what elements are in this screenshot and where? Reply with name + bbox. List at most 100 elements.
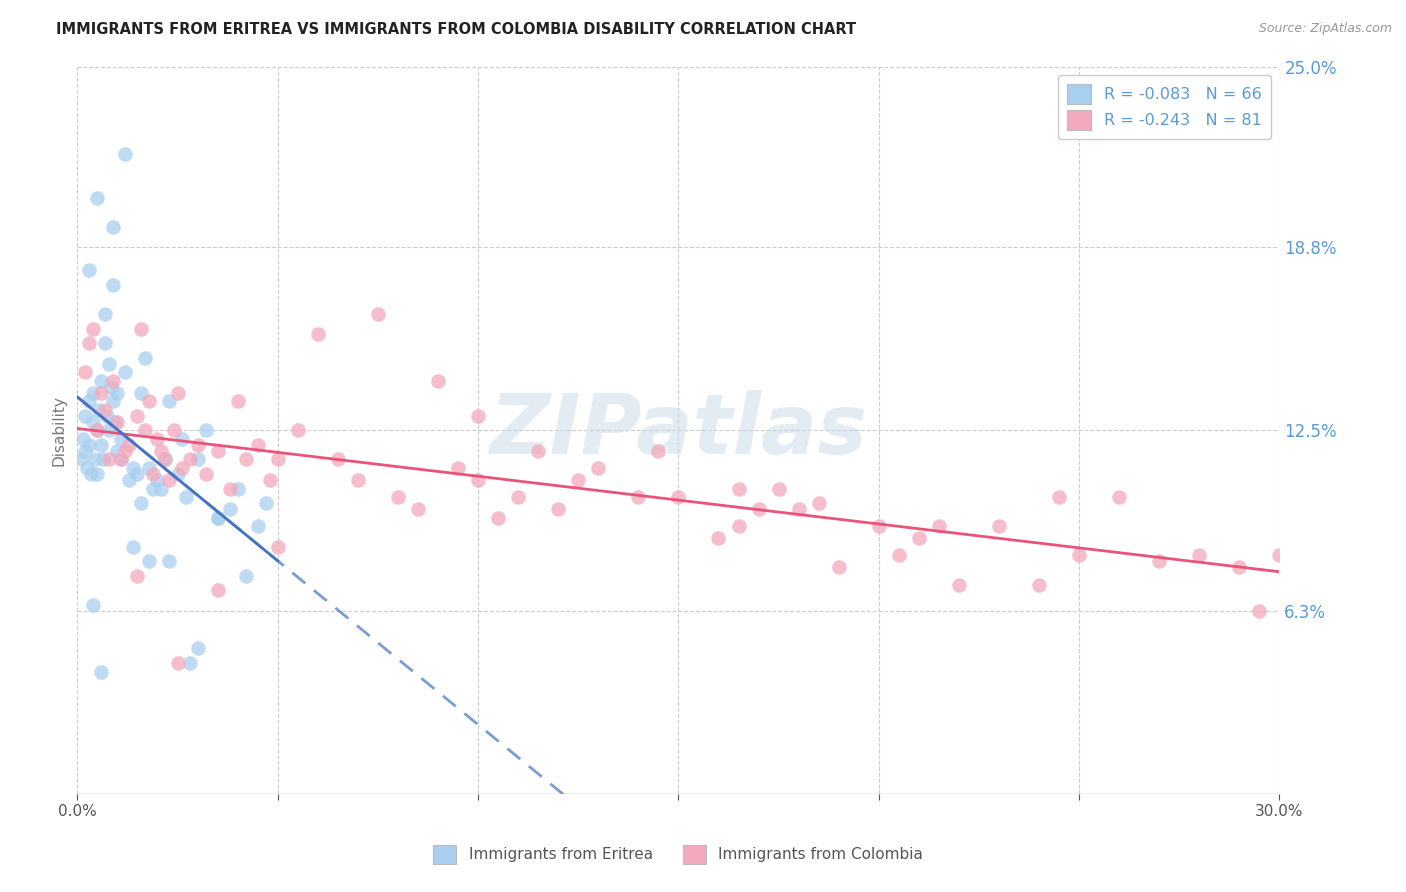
Point <box>162 424 184 438</box>
Point <box>207 510 229 524</box>
Point <box>127 409 149 423</box>
Point <box>194 467 217 481</box>
Point <box>707 531 730 545</box>
Point <box>170 432 193 446</box>
Point <box>1069 549 1091 563</box>
Point <box>90 665 112 679</box>
Point <box>131 321 153 335</box>
Point <box>187 641 209 656</box>
Point <box>155 452 177 467</box>
Point <box>93 452 115 467</box>
Point <box>104 415 127 429</box>
Point <box>1249 604 1271 618</box>
Point <box>110 452 132 467</box>
Point <box>90 385 112 400</box>
Point <box>70 452 93 467</box>
Point <box>82 321 104 335</box>
Point <box>103 219 125 234</box>
Point <box>103 394 125 409</box>
Point <box>1047 490 1070 504</box>
Point <box>187 438 209 452</box>
Point <box>107 385 129 400</box>
Point <box>647 443 669 458</box>
Point <box>86 424 108 438</box>
Point <box>267 452 290 467</box>
Point <box>254 496 277 510</box>
Point <box>1229 560 1251 574</box>
Point <box>159 473 181 487</box>
Point <box>235 569 257 583</box>
Point <box>107 415 129 429</box>
Point <box>727 482 749 496</box>
Point <box>828 560 851 574</box>
Point <box>807 496 830 510</box>
Point <box>114 365 136 379</box>
Text: IMMIGRANTS FROM ERITREA VS IMMIGRANTS FROM COLOMBIA DISABILITY CORRELATION CHART: IMMIGRANTS FROM ERITREA VS IMMIGRANTS FR… <box>56 22 856 37</box>
Point <box>166 656 188 670</box>
Point <box>207 583 229 598</box>
Point <box>86 424 108 438</box>
Point <box>146 432 169 446</box>
Point <box>259 473 281 487</box>
Point <box>159 394 181 409</box>
Point <box>142 482 165 496</box>
Point <box>1268 549 1291 563</box>
Point <box>447 461 470 475</box>
Point <box>86 191 108 205</box>
Point <box>326 452 349 467</box>
Point <box>287 424 309 438</box>
Point <box>110 452 132 467</box>
Point <box>207 510 229 524</box>
Point <box>114 147 136 161</box>
Point <box>207 443 229 458</box>
Point <box>82 598 104 612</box>
Point <box>138 554 160 568</box>
Point <box>150 482 173 496</box>
Text: Source: ZipAtlas.com: Source: ZipAtlas.com <box>1258 22 1392 36</box>
Point <box>79 394 101 409</box>
Point <box>98 452 121 467</box>
Point <box>179 656 201 670</box>
Point <box>246 519 269 533</box>
Point <box>988 519 1011 533</box>
Point <box>427 374 450 388</box>
Point <box>82 415 104 429</box>
Point <box>267 540 290 554</box>
Point <box>75 443 97 458</box>
Point <box>127 467 149 481</box>
Point <box>1108 490 1130 504</box>
Point <box>131 385 153 400</box>
Point <box>96 409 118 423</box>
Point <box>79 336 101 351</box>
Point <box>94 403 117 417</box>
Point <box>90 438 112 452</box>
Point <box>235 452 257 467</box>
Point <box>90 374 112 388</box>
Point <box>508 490 530 504</box>
Point <box>82 385 104 400</box>
Point <box>486 510 509 524</box>
Point <box>98 357 121 371</box>
Point <box>908 531 931 545</box>
Point <box>131 496 153 510</box>
Point <box>928 519 950 533</box>
Point <box>138 394 160 409</box>
Point <box>75 365 97 379</box>
Point <box>768 482 790 496</box>
Point <box>668 490 690 504</box>
Point <box>166 467 188 481</box>
Point <box>787 502 810 516</box>
Point <box>467 409 489 423</box>
Point <box>179 452 201 467</box>
Point <box>80 467 103 481</box>
Point <box>1028 577 1050 591</box>
Point <box>107 443 129 458</box>
Point <box>226 394 249 409</box>
Point <box>76 461 98 475</box>
Point <box>187 452 209 467</box>
Point <box>748 502 770 516</box>
Point <box>547 502 569 516</box>
Point <box>110 432 132 446</box>
Point <box>948 577 970 591</box>
Point <box>159 554 181 568</box>
